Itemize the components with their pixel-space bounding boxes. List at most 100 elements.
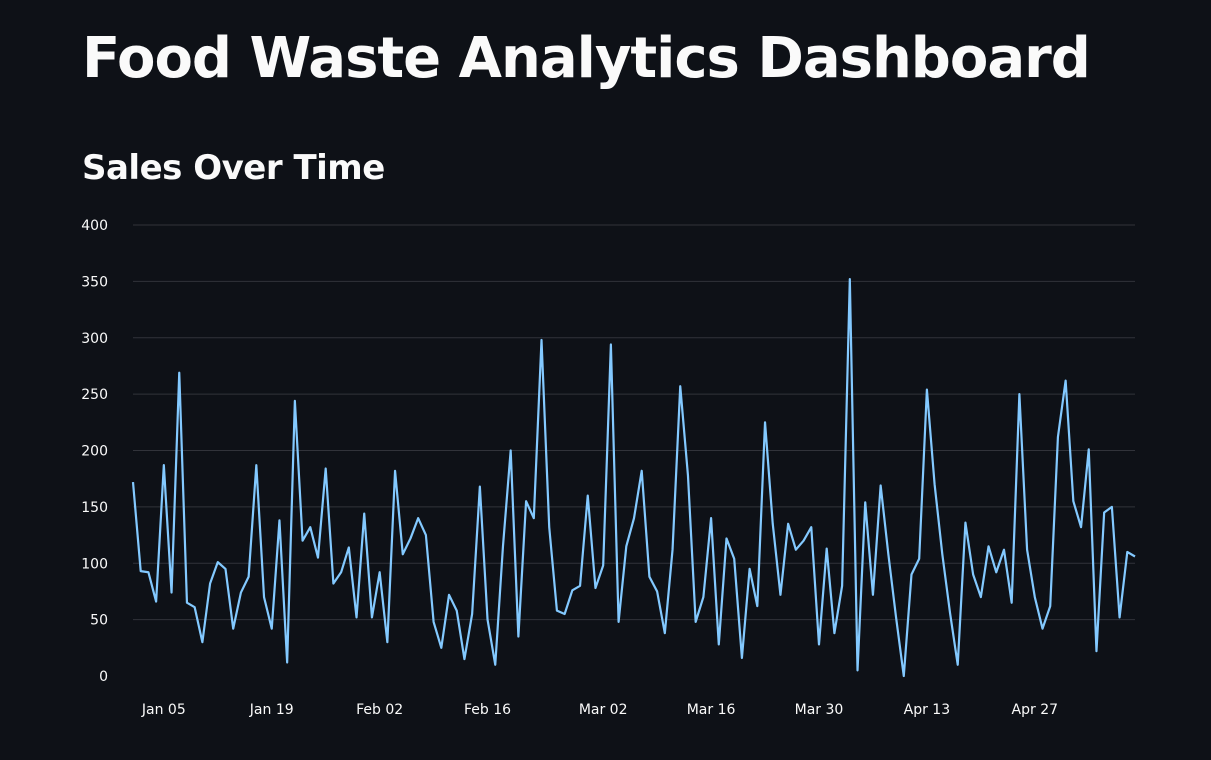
data-point[interactable]: [955, 662, 960, 667]
data-point[interactable]: [315, 555, 320, 560]
data-point[interactable]: [809, 525, 814, 530]
series-layer[interactable]: [131, 277, 1138, 679]
data-point[interactable]: [685, 473, 690, 478]
data-point[interactable]: [662, 631, 667, 636]
data-point[interactable]: [208, 581, 213, 586]
data-point[interactable]: [786, 521, 791, 526]
data-point[interactable]: [508, 448, 513, 453]
data-point[interactable]: [177, 370, 182, 375]
data-point[interactable]: [578, 583, 583, 588]
data-point[interactable]: [870, 592, 875, 597]
data-point[interactable]: [554, 608, 559, 613]
data-point[interactable]: [963, 520, 968, 525]
data-point[interactable]: [1009, 600, 1014, 605]
data-point[interactable]: [632, 516, 637, 521]
data-point[interactable]: [423, 533, 428, 538]
data-point[interactable]: [863, 500, 868, 505]
data-point[interactable]: [292, 398, 297, 403]
data-point[interactable]: [840, 583, 845, 588]
data-point[interactable]: [262, 595, 267, 600]
data-point[interactable]: [408, 536, 413, 541]
data-point[interactable]: [770, 521, 775, 526]
data-point[interactable]: [516, 634, 521, 639]
data-point[interactable]: [940, 552, 945, 557]
data-point[interactable]: [616, 619, 621, 624]
data-point[interactable]: [693, 619, 698, 624]
data-point[interactable]: [793, 547, 798, 552]
data-point[interactable]: [986, 544, 991, 549]
data-point[interactable]: [1048, 604, 1053, 609]
data-point[interactable]: [308, 525, 313, 530]
data-point[interactable]: [524, 499, 529, 504]
data-point[interactable]: [585, 493, 590, 498]
data-point[interactable]: [1094, 649, 1099, 654]
data-point[interactable]: [161, 463, 166, 468]
data-point[interactable]: [678, 384, 683, 389]
data-point[interactable]: [847, 277, 852, 282]
data-point[interactable]: [362, 511, 367, 516]
data-point[interactable]: [1133, 554, 1138, 559]
data-point[interactable]: [716, 642, 721, 647]
data-point[interactable]: [1102, 510, 1107, 515]
data-point[interactable]: [639, 468, 644, 473]
data-point[interactable]: [246, 574, 251, 579]
data-point[interactable]: [285, 660, 290, 665]
data-point[interactable]: [192, 605, 197, 610]
data-point[interactable]: [339, 570, 344, 575]
data-point[interactable]: [1001, 547, 1006, 552]
data-point[interactable]: [323, 466, 328, 471]
data-point[interactable]: [878, 483, 883, 488]
data-point[interactable]: [431, 619, 436, 624]
data-point[interactable]: [238, 590, 243, 595]
data-point[interactable]: [608, 342, 613, 347]
data-point[interactable]: [1071, 499, 1076, 504]
data-point[interactable]: [1109, 504, 1114, 509]
data-point[interactable]: [932, 482, 937, 487]
data-point[interactable]: [493, 662, 498, 667]
data-point[interactable]: [439, 645, 444, 650]
data-point[interactable]: [354, 615, 359, 620]
data-point[interactable]: [331, 581, 336, 586]
data-point[interactable]: [832, 631, 837, 636]
data-point[interactable]: [1086, 447, 1091, 452]
data-point[interactable]: [763, 420, 768, 425]
data-point[interactable]: [624, 544, 629, 549]
data-point[interactable]: [1055, 434, 1060, 439]
data-point[interactable]: [601, 563, 606, 568]
data-point[interactable]: [277, 518, 282, 523]
data-point[interactable]: [924, 387, 929, 392]
data-point[interactable]: [184, 600, 189, 605]
data-point[interactable]: [1017, 392, 1022, 397]
data-point[interactable]: [948, 610, 953, 615]
data-point[interactable]: [223, 566, 228, 571]
data-point[interactable]: [655, 589, 660, 594]
data-point[interactable]: [200, 640, 205, 645]
data-point[interactable]: [701, 595, 706, 600]
data-point[interactable]: [269, 626, 274, 631]
data-point[interactable]: [416, 516, 421, 521]
data-point[interactable]: [169, 590, 174, 595]
data-point[interactable]: [346, 545, 351, 550]
data-point[interactable]: [570, 588, 575, 593]
data-point[interactable]: [154, 599, 159, 604]
data-point[interactable]: [978, 595, 983, 600]
data-point[interactable]: [1079, 525, 1084, 530]
data-point[interactable]: [901, 674, 906, 679]
data-point[interactable]: [724, 536, 729, 541]
data-point[interactable]: [1040, 626, 1045, 631]
data-point[interactable]: [747, 566, 752, 571]
data-point[interactable]: [500, 544, 505, 549]
data-point[interactable]: [539, 338, 544, 343]
data-point[interactable]: [531, 516, 536, 521]
data-point[interactable]: [971, 572, 976, 577]
data-point[interactable]: [886, 552, 891, 557]
data-point[interactable]: [994, 570, 999, 575]
data-point[interactable]: [462, 657, 467, 662]
data-point[interactable]: [709, 516, 714, 521]
data-point[interactable]: [894, 615, 899, 620]
data-point[interactable]: [393, 468, 398, 473]
data-point[interactable]: [447, 592, 452, 597]
data-point[interactable]: [254, 463, 259, 468]
data-point[interactable]: [778, 592, 783, 597]
data-point[interactable]: [477, 484, 482, 489]
